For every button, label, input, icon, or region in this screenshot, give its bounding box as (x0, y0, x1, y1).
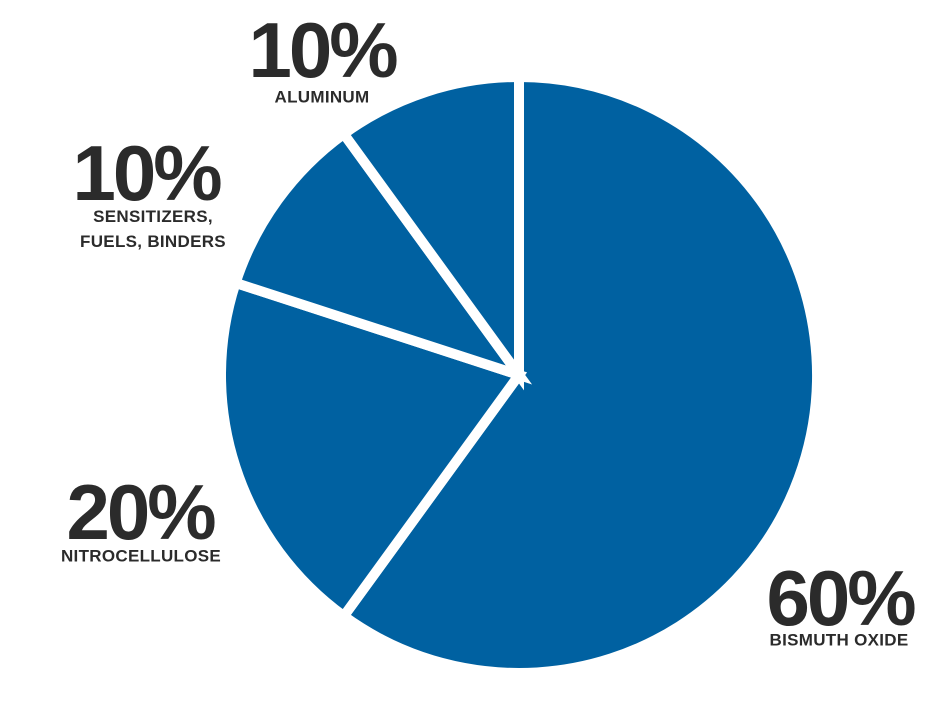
value-label: 10% (72, 129, 222, 217)
category-label: BISMUTH OXIDE (769, 630, 909, 650)
value-label: 20% (66, 468, 216, 556)
pie-slice (216, 276, 528, 624)
value-label: 10% (248, 6, 398, 94)
value-label: 60% (766, 554, 916, 642)
pie-slice (336, 71, 822, 678)
category-label: ALUMINUM (274, 87, 370, 107)
pie-slice (336, 71, 524, 391)
category-label: SENSITIZERS, FUELS, BINDERS (80, 207, 226, 251)
pie-slice (229, 126, 533, 385)
category-label: NITROCELLULOSE (60, 546, 222, 566)
